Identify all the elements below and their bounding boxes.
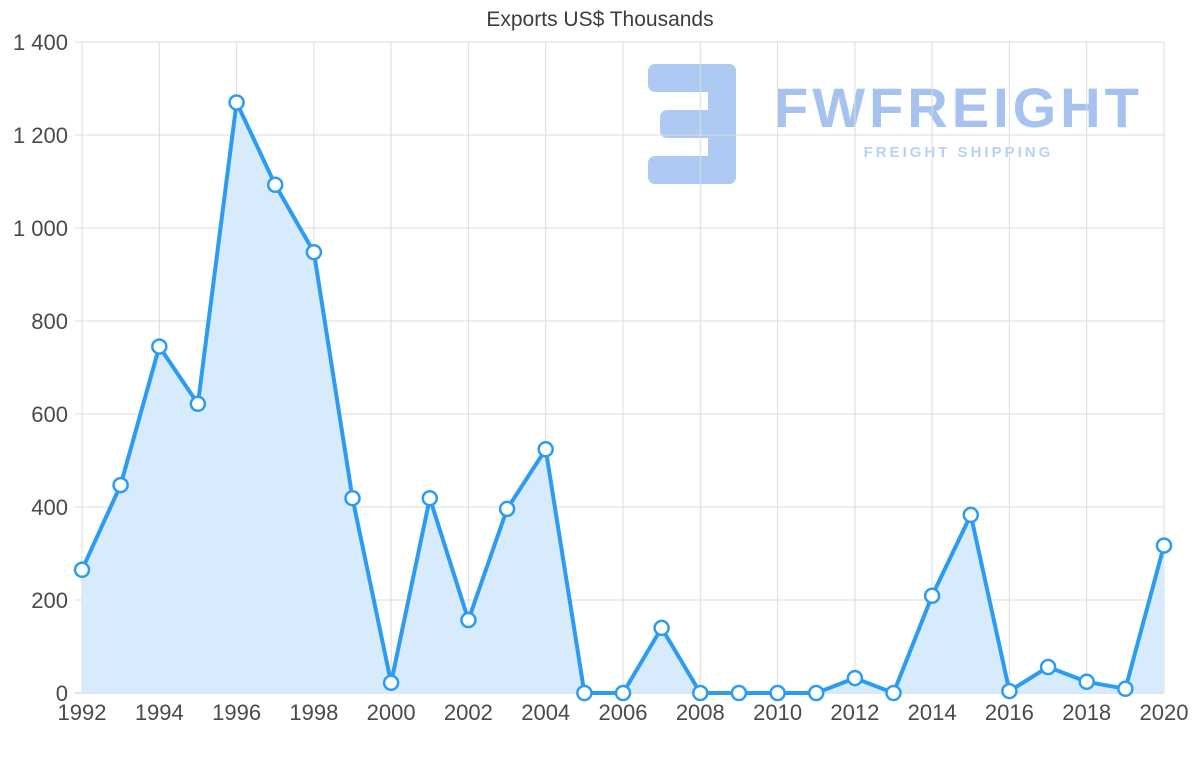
data-point-2013[interactable] <box>885 684 902 702</box>
x-tick-label: 2004 <box>521 700 570 725</box>
x-tick-label: 2000 <box>367 700 416 725</box>
data-point-1996[interactable] <box>228 94 245 111</box>
data-point-1995[interactable] <box>189 395 207 413</box>
y-tick-label: 800 <box>31 309 68 334</box>
x-tick-label: 2010 <box>753 700 802 725</box>
data-point-1999[interactable] <box>344 489 361 507</box>
data-point-2015[interactable] <box>962 506 980 524</box>
x-tick-label: 2012 <box>830 700 879 725</box>
data-point-2014[interactable] <box>923 587 941 605</box>
data-point-2008[interactable] <box>692 684 709 702</box>
data-point-2010[interactable] <box>769 684 786 702</box>
x-tick-label: 1996 <box>212 700 261 725</box>
chart-title: Exports US$ Thousands <box>486 8 714 31</box>
data-point-1998[interactable] <box>305 243 323 261</box>
data-point-2001[interactable] <box>421 489 439 507</box>
x-tick-label: 2020 <box>1140 700 1189 725</box>
y-tick-label: 200 <box>31 588 68 613</box>
data-point-2012[interactable] <box>846 669 864 687</box>
data-point-2007[interactable] <box>653 619 670 637</box>
data-point-2006[interactable] <box>614 684 632 702</box>
data-point-2004[interactable] <box>537 441 554 458</box>
x-tick-label: 2018 <box>1062 700 1111 725</box>
x-tick-label: 2002 <box>444 700 493 725</box>
y-tick-label: 600 <box>31 402 68 427</box>
x-tick-label: 1998 <box>289 700 338 725</box>
data-point-2018[interactable] <box>1078 673 1095 691</box>
x-tick-label: 2014 <box>908 700 957 725</box>
x-tick-label: 1992 <box>58 700 107 725</box>
y-tick-label: 1 000 <box>13 216 68 241</box>
x-tick-label: 2016 <box>985 700 1034 725</box>
series-area <box>82 102 1164 693</box>
data-point-2003[interactable] <box>498 500 516 518</box>
data-point-1992[interactable] <box>73 561 91 579</box>
x-tick-label: 2006 <box>599 700 648 725</box>
y-tick-label: 1 400 <box>13 30 68 55</box>
x-tick-label: 1994 <box>135 700 184 725</box>
y-tick-label: 400 <box>31 495 68 520</box>
x-tick-label: 2008 <box>676 700 725 725</box>
data-point-2009[interactable] <box>730 684 748 702</box>
y-tick-label: 0 <box>56 681 68 706</box>
data-point-1994[interactable] <box>151 338 168 355</box>
data-point-2019[interactable] <box>1117 680 1134 698</box>
data-point-2002[interactable] <box>460 611 477 629</box>
y-tick-label: 1 200 <box>13 123 68 148</box>
data-point-2020[interactable] <box>1155 537 1173 554</box>
data-point-2000[interactable] <box>382 674 400 692</box>
data-point-2017[interactable] <box>1039 658 1057 676</box>
data-point-2016[interactable] <box>1001 682 1018 700</box>
data-point-1997[interactable] <box>266 176 284 194</box>
data-point-1993[interactable] <box>112 476 129 494</box>
data-point-2005[interactable] <box>576 684 593 702</box>
data-point-2011[interactable] <box>807 684 825 702</box>
